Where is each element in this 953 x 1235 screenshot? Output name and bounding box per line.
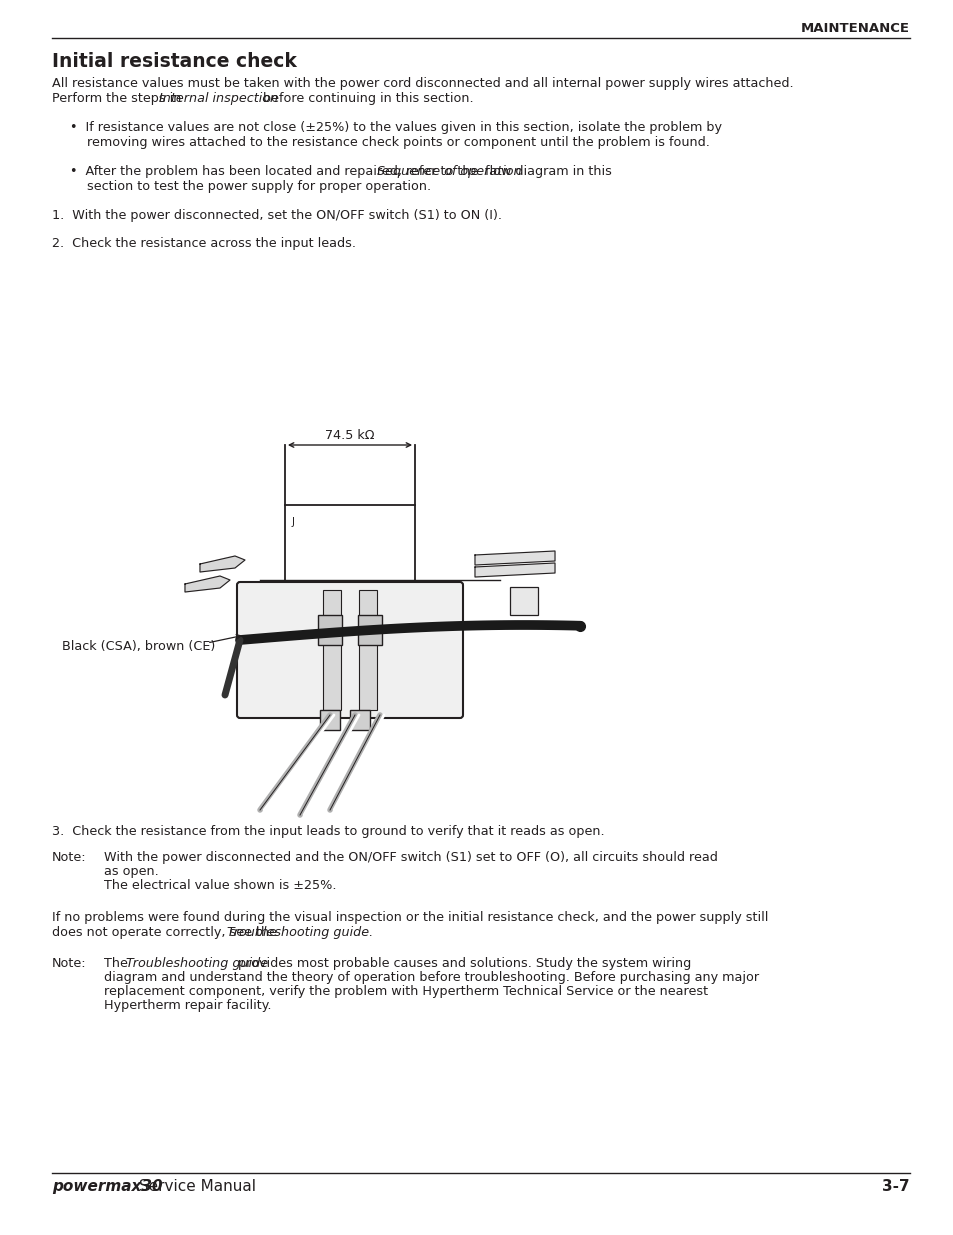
- Text: replacement component, verify the problem with Hypertherm Technical Service or t: replacement component, verify the proble…: [104, 986, 707, 998]
- Text: All resistance values must be taken with the power cord disconnected and all int: All resistance values must be taken with…: [52, 77, 793, 90]
- Text: If no problems were found during the visual inspection or the initial resistance: If no problems were found during the vis…: [52, 911, 767, 924]
- Text: Perform the steps in: Perform the steps in: [52, 91, 185, 105]
- Text: 3-7: 3-7: [882, 1179, 909, 1194]
- Text: Service Manual: Service Manual: [133, 1179, 255, 1194]
- Text: •  After the problem has been located and repaired, refer to the: • After the problem has been located and…: [70, 165, 482, 178]
- Polygon shape: [475, 551, 555, 564]
- Text: flow diagram in this: flow diagram in this: [480, 165, 611, 178]
- Text: does not operate correctly, see the: does not operate correctly, see the: [52, 926, 281, 939]
- Bar: [323, 590, 340, 710]
- Text: Sequence of operation: Sequence of operation: [376, 165, 521, 178]
- Text: before continuing in this section.: before continuing in this section.: [258, 91, 473, 105]
- Text: Note:: Note:: [52, 957, 87, 969]
- Text: provides most probable causes and solutions. Study the system wiring: provides most probable causes and soluti…: [233, 957, 691, 969]
- Polygon shape: [185, 576, 230, 592]
- Text: 74.5 kΩ: 74.5 kΩ: [325, 429, 375, 442]
- Text: removing wires attached to the resistance check points or component until the pr: removing wires attached to the resistanc…: [87, 136, 709, 149]
- Text: 3.  Check the resistance from the input leads to ground to verify that it reads : 3. Check the resistance from the input l…: [52, 825, 604, 839]
- FancyBboxPatch shape: [236, 582, 462, 718]
- Text: Internal inspection: Internal inspection: [159, 91, 278, 105]
- Text: section to test the power supply for proper operation.: section to test the power supply for pro…: [87, 180, 431, 193]
- Bar: [319, 710, 339, 730]
- Bar: [350, 710, 370, 730]
- Polygon shape: [200, 556, 245, 572]
- Polygon shape: [475, 563, 555, 577]
- Text: The electrical value shown is ±25%.: The electrical value shown is ±25%.: [104, 879, 336, 892]
- Bar: [357, 615, 381, 645]
- Text: •  If resistance values are not close (±25%) to the values given in this section: • If resistance values are not close (±2…: [70, 121, 721, 135]
- Text: diagram and understand the theory of operation before troubleshooting. Before pu: diagram and understand the theory of ope…: [104, 971, 759, 984]
- Text: Troubleshooting guide.: Troubleshooting guide.: [227, 926, 373, 939]
- Text: J: J: [292, 517, 294, 527]
- Text: 2.  Check the resistance across the input leads.: 2. Check the resistance across the input…: [52, 237, 355, 249]
- Text: powermax30: powermax30: [52, 1179, 162, 1194]
- Text: Troubleshooting guide: Troubleshooting guide: [126, 957, 268, 969]
- Text: Black (CSA), brown (CE): Black (CSA), brown (CE): [62, 640, 215, 653]
- Text: as open.: as open.: [104, 864, 158, 878]
- Bar: [510, 587, 537, 615]
- Bar: [358, 590, 376, 710]
- Bar: [317, 615, 341, 645]
- Text: Note:: Note:: [52, 851, 87, 864]
- Text: MAINTENANCE: MAINTENANCE: [801, 22, 909, 35]
- Text: Hypertherm repair facility.: Hypertherm repair facility.: [104, 999, 272, 1011]
- Text: Initial resistance check: Initial resistance check: [52, 52, 296, 70]
- Text: 1.  With the power disconnected, set the ON/OFF switch (S1) to ON (I).: 1. With the power disconnected, set the …: [52, 209, 501, 222]
- Bar: [285, 505, 415, 585]
- Text: The: The: [104, 957, 132, 969]
- Text: With the power disconnected and the ON/OFF switch (S1) set to OFF (O), all circu: With the power disconnected and the ON/O…: [104, 851, 717, 864]
